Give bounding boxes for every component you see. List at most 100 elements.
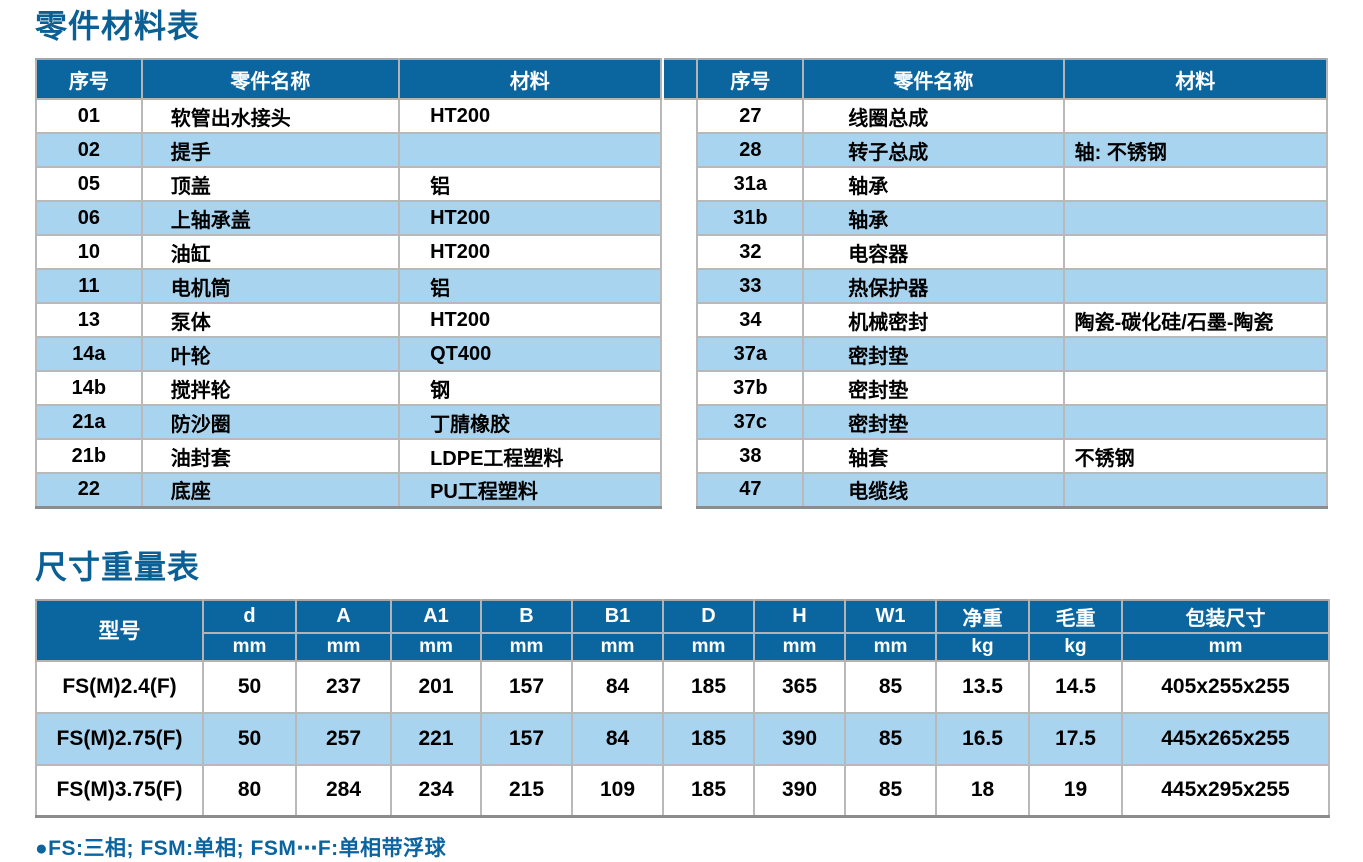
- cell-part-material: LDPE工程塑料: [398, 438, 662, 474]
- cell-dimension-value: 18: [935, 763, 1030, 818]
- dims-header-unit: mm: [295, 631, 392, 662]
- cell-dimension-value: 50: [202, 711, 297, 766]
- table-row: FS(M)2.4(F) 50 237 201 157 84 185 365 85 13.5 14.5…: [35, 659, 1330, 714]
- cell-part-name: 软管出水接头: [140, 98, 401, 134]
- cell-part-no: 14b: [35, 370, 143, 406]
- cell-part-material: HT200: [398, 234, 662, 270]
- cell-dimension-value: 157: [480, 711, 573, 766]
- parts-left-header-material: 材料: [398, 58, 662, 100]
- dims-header-unit: kg: [1028, 631, 1123, 662]
- cell-part-no: 28: [696, 132, 805, 168]
- table-row: 21a 防沙圈 丁腈橡胶: [35, 404, 662, 440]
- table-row: 47 电缆线: [663, 472, 1329, 509]
- parts-right-header-no: 序号: [696, 58, 805, 100]
- cell-dimension-value: 84: [571, 659, 664, 714]
- spacer-cell: [663, 269, 698, 303]
- dims-header-unit: mm: [662, 631, 755, 662]
- cell-part-name: 电缆线: [802, 472, 1065, 509]
- cell-dimension-value: 50: [202, 659, 297, 714]
- spacer-cell: [663, 133, 698, 167]
- cell-dimension-value: 14.5: [1028, 659, 1123, 714]
- cell-dimension-value: 85: [844, 763, 937, 818]
- cell-part-material: PU工程塑料: [398, 472, 662, 509]
- cell-dimension-value: 257: [295, 711, 392, 766]
- cell-dimension-value: 19: [1028, 763, 1123, 818]
- parts-right-header-row: 序号 零件名称 材料: [663, 58, 1329, 100]
- cell-part-no: 21b: [35, 438, 143, 474]
- table-row: FS(M)2.75(F) 50 257 221 157 84 185 390 85 16.5 17.…: [35, 711, 1330, 766]
- cell-part-no: 31a: [696, 166, 805, 202]
- cell-part-no: 06: [35, 200, 143, 236]
- parts-left-header-name: 零件名称: [140, 58, 401, 100]
- spacer-cell: [663, 235, 698, 269]
- dims-header-letter: W1: [844, 598, 937, 634]
- spacer-cell: [663, 201, 698, 235]
- cell-part-material: 铝: [398, 268, 662, 304]
- table-row: 06 上轴承盖 HT200: [35, 200, 662, 236]
- cell-dimension-value: 445x295x255: [1121, 763, 1330, 818]
- cell-dimension-value: 80: [202, 763, 297, 818]
- cell-dimension-value: 390: [753, 763, 846, 818]
- cell-part-name: 顶盖: [140, 166, 401, 202]
- cell-dimension-value: 215: [480, 763, 573, 818]
- cell-part-name: 上轴承盖: [140, 200, 401, 236]
- cell-dimension-value: 221: [390, 711, 482, 766]
- cell-part-name: 电机筒: [140, 268, 401, 304]
- cell-dimension-value: 185: [662, 763, 755, 818]
- cell-part-material: [1062, 336, 1329, 372]
- cell-dimension-value: 201: [390, 659, 482, 714]
- parts-tables-container: 序号 零件名称 材料 01 软管出水接头 HT200 02 提手 05 顶盖铝 06 上轴承盖 H…: [35, 58, 1329, 509]
- cell-dimension-value: 16.5: [935, 711, 1030, 766]
- cell-part-name: 搅拌轮: [140, 370, 401, 406]
- cell-part-material: QT400: [398, 336, 662, 372]
- dims-header-unit: mm: [844, 631, 937, 662]
- dims-header-unit: mm: [1121, 631, 1330, 662]
- cell-part-material: 轴: 不锈钢: [1062, 132, 1329, 168]
- cell-dimension-value: 13.5: [935, 659, 1030, 714]
- cell-part-material: [1062, 268, 1329, 304]
- table-row: 28 转子总成 轴: 不锈钢: [663, 132, 1329, 168]
- cell-dimension-value: 237: [295, 659, 392, 714]
- cell-part-name: 泵体: [140, 302, 401, 338]
- table-row: 10 油缸 HT200: [35, 234, 662, 270]
- parts-left-body: 01 软管出水接头 HT200 02 提手 05 顶盖铝 06 上轴承盖 HT200 10 油缸 HT2…: [35, 98, 662, 509]
- table-row: 21b 油封套 LDPE工程塑料: [35, 438, 662, 474]
- cell-model: FS(M)3.75(F): [35, 763, 204, 818]
- spacer-cell: [663, 337, 698, 371]
- cell-part-material: 钢: [398, 370, 662, 406]
- cell-part-no: 01: [35, 98, 143, 134]
- dims-header-unit: kg: [935, 631, 1030, 662]
- table-row: 31b 轴承: [663, 200, 1329, 236]
- dims-header-unit: mm: [390, 631, 482, 662]
- cell-part-name: 油缸: [140, 234, 401, 270]
- cell-part-name: 轴套: [802, 438, 1065, 474]
- table-row: 37b 密封垫: [663, 370, 1329, 406]
- cell-part-no: 11: [35, 268, 143, 304]
- dims-header-unit: mm: [202, 631, 297, 662]
- cell-part-material: [1062, 166, 1329, 202]
- cell-part-no: 05: [35, 166, 143, 202]
- spacer-cell: [663, 99, 698, 133]
- parts-table-right: 序号 零件名称 材料 27 线圈总成 28 转子总成 轴: 不锈钢 31a 轴承 31b 轴承 3…: [663, 58, 1329, 509]
- cell-part-material: HT200: [398, 98, 662, 134]
- cell-part-name: 线圈总成: [802, 98, 1065, 134]
- table-row: 38 轴套 不锈钢: [663, 438, 1329, 474]
- cell-part-material: [1062, 370, 1329, 406]
- dims-header-letter-row: 型号 d A A1 B B1 D H W1 净重 毛重 包装尺寸: [35, 598, 1330, 662]
- dims-header-unit-row: mm mm mm mm mm mm mm mm kg kg mm: [36, 631, 1330, 662]
- cell-part-name: 密封垫: [802, 370, 1065, 406]
- cell-part-name: 热保护器: [802, 268, 1065, 304]
- table-row: 32 电容器: [663, 234, 1329, 270]
- dims-header-letter: 毛重: [1028, 598, 1123, 634]
- table-row: 31a 轴承: [663, 166, 1329, 202]
- cell-part-name: 转子总成: [802, 132, 1065, 168]
- cell-dimension-value: 390: [753, 711, 846, 766]
- cell-part-name: 电容器: [802, 234, 1065, 270]
- parts-table-left: 序号 零件名称 材料 01 软管出水接头 HT200 02 提手 05 顶盖铝 06 上轴承盖 H…: [35, 58, 662, 509]
- spacer-cell: [663, 167, 698, 201]
- footnote: ●FS:三相; FSM:单相; FSM⋯F:单相带浮球: [35, 837, 447, 860]
- cell-part-name: 密封垫: [802, 336, 1065, 372]
- cell-part-name: 密封垫: [802, 404, 1065, 440]
- cell-part-no: 10: [35, 234, 143, 270]
